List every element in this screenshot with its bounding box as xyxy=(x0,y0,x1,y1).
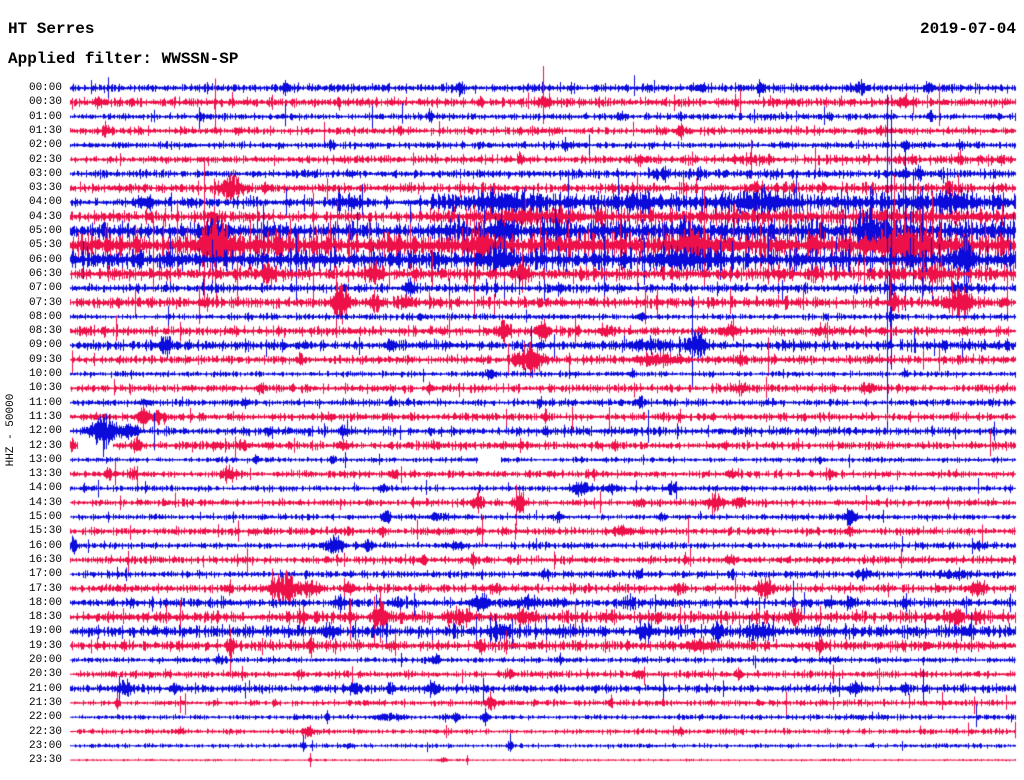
row-time-label: 22:00 xyxy=(28,711,62,724)
row-time-label: 19:30 xyxy=(28,639,62,652)
row-time-label: 11:30 xyxy=(28,410,62,423)
row-time-label: 11:00 xyxy=(28,396,62,409)
row-time-label: 00:00 xyxy=(28,82,62,94)
row-time-label: 08:30 xyxy=(28,325,62,338)
row-time-label: 21:00 xyxy=(28,682,62,695)
row-time-label: 13:00 xyxy=(28,453,62,466)
row-time-label: 18:30 xyxy=(28,611,62,624)
row-time-label: 20:00 xyxy=(28,654,62,666)
row-time-label: 10:30 xyxy=(28,382,62,395)
row-time-label: 17:30 xyxy=(28,582,62,595)
row-time-label: 15:30 xyxy=(28,525,62,538)
row-time-label: 20:30 xyxy=(28,668,62,681)
row-time-label: 10:00 xyxy=(28,368,62,380)
row-time-label: 23:00 xyxy=(28,739,62,752)
row-time-label: 22:30 xyxy=(28,725,62,738)
row-time-label: 04:30 xyxy=(28,210,62,223)
row-time-label: 21:30 xyxy=(28,696,62,709)
row-time-label: 12:30 xyxy=(28,439,62,452)
filter-label: Applied filter: WWSSN-SP xyxy=(8,50,239,68)
row-time-label: 17:00 xyxy=(28,568,62,581)
row-time-label: 02:30 xyxy=(28,153,62,166)
row-time-label: 05:30 xyxy=(28,239,62,252)
row-time-label: 19:00 xyxy=(28,625,62,638)
row-time-label: 16:30 xyxy=(28,553,62,566)
row-time-label: 09:00 xyxy=(28,339,62,352)
row-time-label: 23:30 xyxy=(28,754,62,767)
row-time-label: 01:00 xyxy=(28,110,62,123)
row-time-label: 08:00 xyxy=(28,310,62,323)
date-label: 2019-07-04 xyxy=(919,20,1016,38)
row-time-label: 12:00 xyxy=(28,425,62,438)
row-time-label: 07:00 xyxy=(28,282,62,295)
row-time-label: 04:00 xyxy=(28,196,62,209)
row-time-label: 16:00 xyxy=(28,539,62,552)
row-time-label: 03:00 xyxy=(28,167,62,180)
row-time-label: 06:30 xyxy=(28,267,62,280)
row-time-label: 02:00 xyxy=(28,139,62,152)
row-time-label: 14:00 xyxy=(28,482,62,495)
row-time-label: 01:30 xyxy=(28,124,62,137)
row-time-label: 05:00 xyxy=(28,225,62,237)
row-time-label: 09:30 xyxy=(28,353,62,366)
row-time-label: 06:00 xyxy=(28,253,62,266)
row-time-label: 13:30 xyxy=(28,468,62,481)
station-name: HT Serres xyxy=(8,20,95,38)
row-time-label: 03:30 xyxy=(28,182,62,195)
row-time-label: 15:00 xyxy=(28,511,62,523)
row-time-label: 18:00 xyxy=(28,596,62,609)
channel-scale-label: HHZ - 50000 xyxy=(5,393,17,467)
row-time-label: 00:30 xyxy=(28,96,62,109)
row-time-label: 14:30 xyxy=(28,496,62,509)
row-time-label: 07:30 xyxy=(28,296,62,309)
